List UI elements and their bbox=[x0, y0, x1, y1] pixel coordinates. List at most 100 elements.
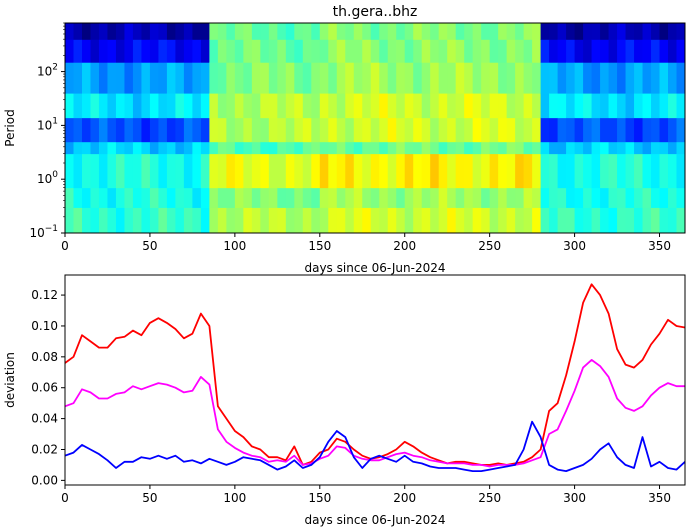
heatmap-cell bbox=[294, 62, 304, 94]
heatmap-cell bbox=[90, 141, 100, 155]
heatmap-cell bbox=[404, 39, 414, 63]
heatmap-cell bbox=[379, 153, 389, 189]
heatmap-cell bbox=[302, 141, 312, 155]
heatmap-cell bbox=[149, 153, 160, 189]
heatmap-cell bbox=[566, 187, 576, 208]
heatmap-cell bbox=[532, 62, 542, 94]
x-tick-label: 50 bbox=[142, 239, 157, 253]
heatmap-cell bbox=[379, 39, 389, 63]
heatmap-cell bbox=[617, 141, 627, 155]
heatmap-cell bbox=[311, 187, 321, 208]
heatmap-cell bbox=[90, 153, 100, 189]
heatmap-cell bbox=[464, 153, 474, 189]
heatmap-cell bbox=[65, 39, 75, 63]
heatmap-cell bbox=[413, 207, 423, 233]
heatmap-cell bbox=[90, 39, 100, 63]
heatmap-cell bbox=[234, 62, 244, 94]
heatmap-cell bbox=[234, 23, 244, 40]
heatmap-cell bbox=[362, 93, 372, 119]
x-tick-label: 50 bbox=[142, 491, 157, 505]
heatmap-cell bbox=[311, 117, 321, 143]
heatmap-cell bbox=[532, 153, 542, 189]
heatmap-cell bbox=[455, 39, 465, 63]
heatmap-cell bbox=[243, 23, 253, 40]
heatmap-cell bbox=[540, 93, 550, 119]
heatmap-cell bbox=[268, 187, 278, 208]
heatmap-cell bbox=[583, 141, 593, 155]
heatmap-cell bbox=[617, 207, 627, 233]
heatmap-cell bbox=[387, 23, 397, 40]
heatmap-cell bbox=[107, 93, 117, 119]
heatmap-cell bbox=[209, 23, 219, 40]
heatmap-cell bbox=[370, 141, 380, 155]
heatmap-cell bbox=[438, 187, 448, 208]
series-line-1 bbox=[65, 283, 685, 466]
heatmap-cell bbox=[149, 39, 160, 63]
heatmap-cell bbox=[532, 39, 542, 63]
heatmap-cell bbox=[600, 141, 610, 155]
heatmap-cell bbox=[668, 39, 678, 63]
heatmap-cell bbox=[549, 23, 559, 40]
heatmap-cell bbox=[430, 23, 440, 40]
heatmap-cell bbox=[200, 23, 210, 40]
heatmap-cell bbox=[285, 141, 295, 155]
heatmap-cell bbox=[277, 23, 287, 40]
heatmap-cell bbox=[226, 153, 236, 189]
heatmap-cell bbox=[294, 39, 304, 63]
heatmap-cell bbox=[370, 207, 380, 233]
x-tick-label: 0 bbox=[61, 491, 69, 505]
heatmap-cell bbox=[107, 187, 117, 208]
heatmap-cell bbox=[583, 39, 593, 63]
heatmap-cell bbox=[302, 93, 312, 119]
heatmap-cell bbox=[464, 39, 474, 63]
heatmap-cell bbox=[217, 153, 227, 189]
heatmap-cell bbox=[166, 39, 177, 63]
heatmap-cell bbox=[81, 39, 92, 63]
heatmap-cell bbox=[328, 187, 338, 208]
heatmap-cell bbox=[625, 153, 635, 189]
heatmap-cell bbox=[591, 93, 601, 119]
heatmap-cell bbox=[413, 93, 423, 119]
heatmap-cell bbox=[260, 117, 270, 143]
y-tick-label: 100 bbox=[37, 170, 58, 186]
heatmap-cell bbox=[251, 23, 261, 40]
heatmap-cell bbox=[166, 187, 177, 208]
heatmap-cell bbox=[192, 141, 202, 155]
x-tick-label: 350 bbox=[648, 239, 671, 253]
heatmap-cell bbox=[302, 187, 312, 208]
heatmap-cell bbox=[430, 39, 440, 63]
heatmap-cell bbox=[668, 141, 678, 155]
heatmap-cell bbox=[481, 187, 491, 208]
heatmap-cell bbox=[285, 117, 295, 143]
heatmap-cell bbox=[676, 187, 685, 208]
heatmap-cell bbox=[166, 23, 177, 40]
heatmap-cell bbox=[642, 187, 652, 208]
heatmap-cell bbox=[166, 153, 177, 189]
heatmap-cell bbox=[353, 23, 363, 40]
x-tick-label: 200 bbox=[393, 239, 416, 253]
heatmap-cell bbox=[285, 23, 295, 40]
heatmap-cell bbox=[447, 23, 457, 40]
heatmap-cell bbox=[260, 141, 270, 155]
heatmap-cell bbox=[115, 23, 126, 40]
heatmap-cell bbox=[98, 141, 109, 155]
heatmap-cell bbox=[260, 207, 270, 233]
heatmap-cell bbox=[438, 62, 448, 94]
x-tick-label: 100 bbox=[223, 491, 246, 505]
heatmap-cell bbox=[132, 141, 143, 155]
heatmap-cell bbox=[574, 39, 584, 63]
heatmap-cell bbox=[98, 117, 109, 143]
heatmap-cell bbox=[243, 207, 253, 233]
heatmap-cell bbox=[651, 39, 661, 63]
heatmap-cell bbox=[379, 23, 389, 40]
heatmap-cell bbox=[600, 153, 610, 189]
heatmap-cell bbox=[132, 153, 143, 189]
heatmap-cell bbox=[132, 39, 143, 63]
heatmap-cell bbox=[600, 93, 610, 119]
heatmap-cell bbox=[243, 187, 253, 208]
heatmap-cell bbox=[396, 153, 406, 189]
heatmap-cell bbox=[498, 39, 508, 63]
heatmap-cell bbox=[217, 93, 227, 119]
heatmap-cell bbox=[574, 153, 584, 189]
heatmap-cell bbox=[617, 117, 627, 143]
